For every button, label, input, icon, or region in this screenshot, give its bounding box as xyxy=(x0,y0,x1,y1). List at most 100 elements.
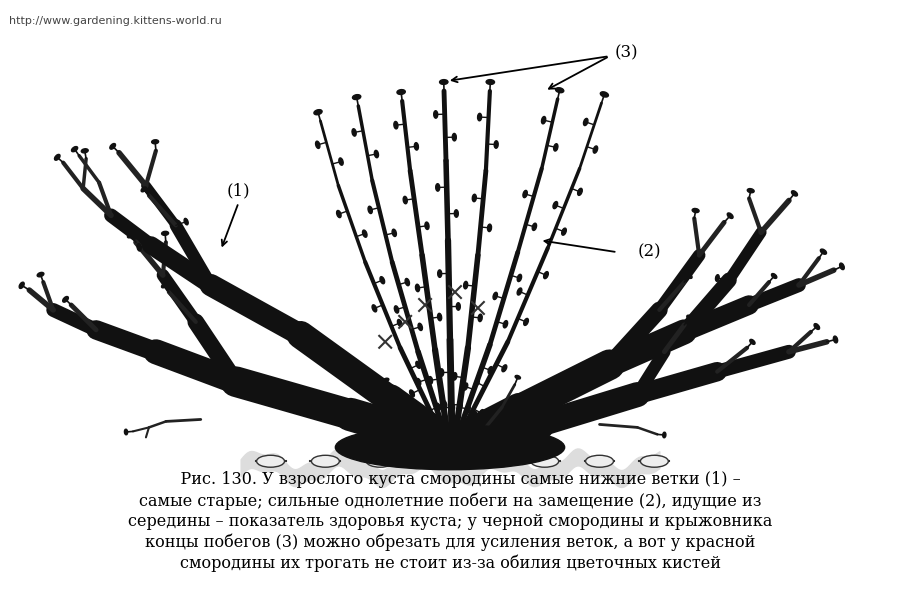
Ellipse shape xyxy=(184,218,188,225)
Text: Рис. 130. У взрослого куста смородины самые нижние ветки (1) –: Рис. 130. У взрослого куста смородины са… xyxy=(159,471,741,488)
Ellipse shape xyxy=(137,244,141,251)
Ellipse shape xyxy=(494,141,499,148)
Text: (2): (2) xyxy=(637,244,661,261)
Ellipse shape xyxy=(337,211,341,218)
Ellipse shape xyxy=(338,158,343,165)
Ellipse shape xyxy=(392,229,396,236)
Text: смородины их трогать не стоит из-за обилия цветочных кистей: смородины их трогать не стоит из-за обил… xyxy=(179,555,721,572)
Ellipse shape xyxy=(478,113,482,121)
Ellipse shape xyxy=(464,383,468,390)
Ellipse shape xyxy=(464,281,468,289)
Ellipse shape xyxy=(353,95,361,100)
Ellipse shape xyxy=(63,296,68,302)
Ellipse shape xyxy=(128,233,133,238)
Text: середины – показатель здоровья куста; у черной смородины и крыжовника: середины – показатель здоровья куста; у … xyxy=(128,513,772,530)
Ellipse shape xyxy=(791,191,797,196)
Text: (1): (1) xyxy=(227,182,250,200)
Ellipse shape xyxy=(403,196,408,204)
Ellipse shape xyxy=(486,80,494,85)
Ellipse shape xyxy=(380,277,384,284)
Ellipse shape xyxy=(81,149,88,153)
Ellipse shape xyxy=(555,88,563,93)
Ellipse shape xyxy=(443,400,446,407)
Ellipse shape xyxy=(352,129,356,136)
Ellipse shape xyxy=(374,151,379,158)
Ellipse shape xyxy=(750,340,755,344)
Ellipse shape xyxy=(19,282,24,289)
Ellipse shape xyxy=(416,284,419,292)
Ellipse shape xyxy=(531,455,559,467)
Ellipse shape xyxy=(692,208,699,212)
Ellipse shape xyxy=(410,390,414,397)
Ellipse shape xyxy=(37,272,44,277)
Ellipse shape xyxy=(221,379,226,386)
Ellipse shape xyxy=(372,305,377,312)
Ellipse shape xyxy=(428,377,433,384)
Ellipse shape xyxy=(524,319,528,325)
Ellipse shape xyxy=(316,141,320,148)
Ellipse shape xyxy=(418,323,422,331)
Ellipse shape xyxy=(479,410,484,416)
Ellipse shape xyxy=(394,306,399,313)
Ellipse shape xyxy=(141,187,147,192)
Ellipse shape xyxy=(366,455,394,467)
Ellipse shape xyxy=(662,432,666,438)
Ellipse shape xyxy=(363,230,367,237)
Ellipse shape xyxy=(472,194,476,202)
Ellipse shape xyxy=(71,146,77,152)
Ellipse shape xyxy=(110,143,115,149)
Ellipse shape xyxy=(544,272,548,278)
Ellipse shape xyxy=(440,369,444,376)
Ellipse shape xyxy=(336,425,564,470)
Ellipse shape xyxy=(747,188,754,193)
Text: самые старые; сильные однолетние побеги на замещение (2), идущие из: самые старые; сильные однолетние побеги … xyxy=(139,492,761,509)
Ellipse shape xyxy=(478,314,482,322)
Ellipse shape xyxy=(417,379,421,386)
Ellipse shape xyxy=(488,224,491,232)
Ellipse shape xyxy=(437,313,442,321)
Ellipse shape xyxy=(55,154,60,160)
Ellipse shape xyxy=(593,146,598,153)
Ellipse shape xyxy=(554,144,558,151)
Ellipse shape xyxy=(562,228,566,235)
Ellipse shape xyxy=(416,361,420,368)
Ellipse shape xyxy=(434,111,437,118)
Ellipse shape xyxy=(833,336,838,343)
Ellipse shape xyxy=(518,288,522,295)
Ellipse shape xyxy=(456,303,460,310)
Ellipse shape xyxy=(600,92,608,97)
Ellipse shape xyxy=(421,455,449,467)
Ellipse shape xyxy=(532,223,536,230)
Ellipse shape xyxy=(436,403,441,410)
Ellipse shape xyxy=(311,455,339,467)
Ellipse shape xyxy=(641,455,669,467)
Ellipse shape xyxy=(542,116,545,124)
Ellipse shape xyxy=(397,89,405,94)
Ellipse shape xyxy=(727,213,734,218)
Ellipse shape xyxy=(458,401,463,409)
Ellipse shape xyxy=(161,283,167,288)
Ellipse shape xyxy=(425,222,429,229)
Ellipse shape xyxy=(515,376,520,379)
Ellipse shape xyxy=(687,315,693,320)
Ellipse shape xyxy=(453,373,457,380)
Ellipse shape xyxy=(405,278,410,286)
Ellipse shape xyxy=(518,274,522,281)
Ellipse shape xyxy=(314,110,322,115)
Ellipse shape xyxy=(840,263,844,269)
Ellipse shape xyxy=(451,403,454,410)
Ellipse shape xyxy=(453,133,456,141)
Text: концы побегов (3) можно обрезать для усиления веток, а вот у красной: концы побегов (3) можно обрезать для уси… xyxy=(145,534,755,551)
Ellipse shape xyxy=(488,367,492,374)
Ellipse shape xyxy=(771,274,777,278)
Ellipse shape xyxy=(472,412,477,419)
Ellipse shape xyxy=(394,121,398,129)
Ellipse shape xyxy=(687,274,692,278)
Ellipse shape xyxy=(583,118,588,125)
Ellipse shape xyxy=(821,249,826,254)
Ellipse shape xyxy=(124,429,128,435)
Ellipse shape xyxy=(398,319,402,326)
Ellipse shape xyxy=(474,379,480,386)
Ellipse shape xyxy=(466,405,470,412)
Ellipse shape xyxy=(586,455,614,467)
